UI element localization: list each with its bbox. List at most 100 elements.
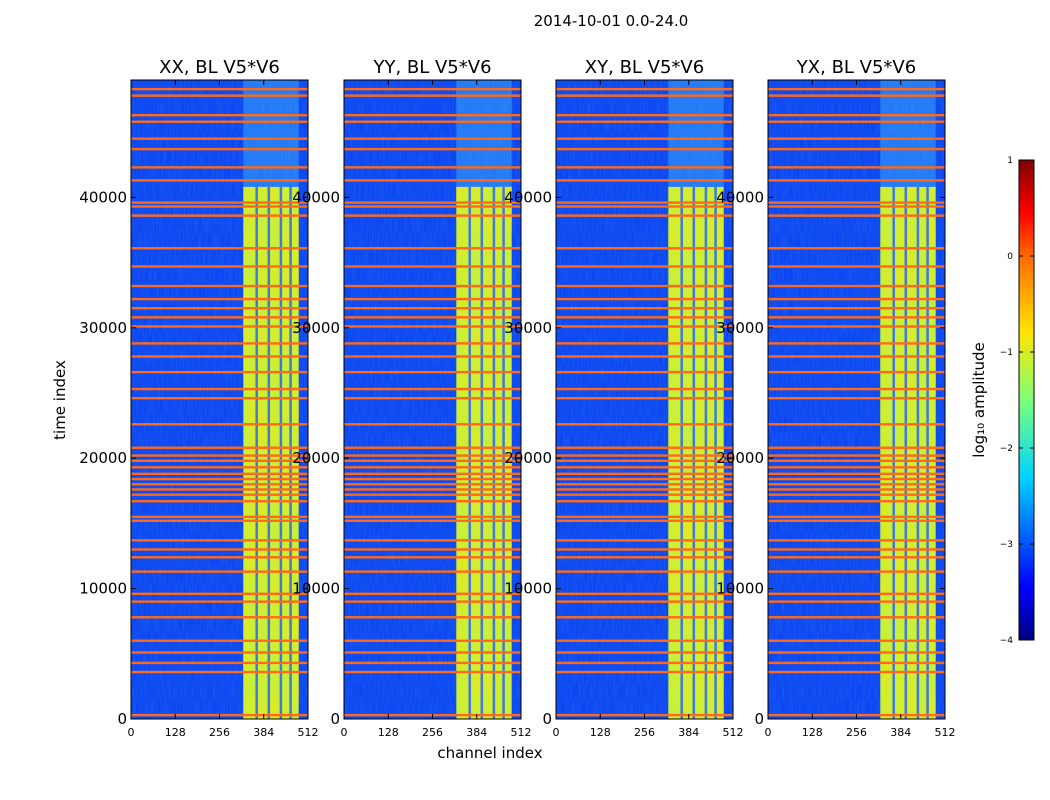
- flag-row: [131, 556, 308, 559]
- flag-row: [556, 396, 733, 400]
- flag-row: [556, 120, 733, 123]
- flag-row: [131, 454, 308, 457]
- band-gap: [704, 186, 708, 719]
- band-gap: [279, 186, 283, 719]
- flag-row: [344, 493, 521, 496]
- flag-row: [556, 454, 733, 457]
- flag-row: [131, 639, 308, 642]
- band-upper: [880, 80, 936, 187]
- colorbar-label: log₁₀ amplitude: [970, 342, 988, 457]
- flag-row: [768, 500, 945, 503]
- flag-row: [131, 355, 308, 358]
- y-tick-label: 10000: [292, 580, 340, 598]
- colorbar-ticks: 1 0 −1 −2 −3 −4: [1000, 156, 1034, 646]
- flag-row: [344, 472, 521, 476]
- flag-row: [131, 342, 308, 345]
- flag-row: [344, 137, 521, 140]
- flag-row: [768, 639, 945, 642]
- panel-title: XY, BL V5*V6: [585, 57, 704, 78]
- flag-row: [556, 179, 733, 182]
- flag-row: [768, 661, 945, 665]
- flag-row: [344, 396, 521, 400]
- y-tick-label: 30000: [79, 319, 127, 337]
- flag-row: [131, 616, 308, 619]
- flag-row: [344, 600, 521, 603]
- band-gap: [692, 186, 696, 719]
- flag-row: [556, 166, 733, 169]
- flag-row: [131, 539, 308, 542]
- flag-row: [344, 616, 521, 619]
- x-tick-label: 512: [723, 726, 744, 739]
- flag-row: [131, 284, 308, 288]
- flag-row: [344, 179, 521, 182]
- flag-row: [131, 114, 308, 117]
- x-tick-label: 128: [590, 726, 611, 739]
- flag-row: [556, 205, 733, 208]
- flag-row: [344, 651, 521, 654]
- flag-row: [131, 493, 308, 496]
- flag-row: [344, 639, 521, 642]
- flag-row: [344, 284, 521, 288]
- y-tick-label: 30000: [716, 319, 764, 337]
- x-tick-label: 512: [511, 726, 532, 739]
- flag-row: [556, 214, 733, 217]
- flag-row: [344, 342, 521, 345]
- y-tick-label: 30000: [504, 319, 552, 337]
- colorbar: 1 0 −1 −2 −3 −4 log₁₀ amplitude: [970, 156, 1035, 646]
- flag-row: [131, 265, 308, 268]
- flag-row: [768, 466, 945, 469]
- flag-row: [556, 483, 733, 486]
- flag-row: [768, 94, 945, 97]
- y-tick-label: 20000: [79, 449, 127, 467]
- flag-row: [344, 325, 521, 328]
- flag-row: [344, 316, 521, 319]
- flag-row: [131, 214, 308, 217]
- flag-row: [556, 651, 733, 654]
- panel-4: 0 128 256 384 512 0 10000 20000 30000 40000 YX, BL…: [716, 57, 955, 739]
- flag-row: [131, 297, 308, 301]
- colorbar-tick-label: 1: [1007, 156, 1013, 166]
- flag-row: [768, 493, 945, 496]
- y-tick-label: 30000: [292, 319, 340, 337]
- band-gap: [492, 186, 496, 719]
- flag-row: [131, 120, 308, 123]
- panel-title: YY, BL V5*V6: [372, 57, 491, 78]
- band-gap: [480, 186, 484, 719]
- x-tick-label: 384: [678, 726, 699, 739]
- flag-row: [768, 387, 945, 391]
- x-tick-label: 0: [128, 726, 135, 739]
- flag-row: [344, 500, 521, 503]
- flag-row: [556, 94, 733, 97]
- flag-row: [556, 265, 733, 268]
- flag-row: [768, 201, 945, 204]
- panel-1: 0 128 256 384 512 0 10000 20000 30000 40000 XX, BL…: [79, 57, 318, 739]
- y-tick-label: 20000: [292, 449, 340, 467]
- flag-row: [768, 87, 945, 91]
- x-tick-label: 384: [890, 726, 911, 739]
- flag-row: [768, 488, 945, 491]
- flag-row: [768, 600, 945, 603]
- flag-row: [768, 539, 945, 542]
- flag-row: [768, 519, 945, 522]
- band-gap: [255, 186, 258, 719]
- flag-row: [768, 570, 945, 573]
- band-gap: [916, 186, 920, 719]
- band-gap: [468, 186, 471, 719]
- flag-row: [556, 355, 733, 358]
- flag-row: [768, 265, 945, 268]
- flag-row: [556, 114, 733, 117]
- flag-row: [556, 661, 733, 665]
- flag-row: [131, 179, 308, 182]
- flag-row: [768, 114, 945, 117]
- flag-row: [556, 515, 733, 519]
- flag-row: [768, 147, 945, 151]
- flag-row: [556, 87, 733, 91]
- flag-row: [768, 166, 945, 169]
- x-tick-label: 0: [765, 726, 772, 739]
- flag-row: [556, 459, 733, 462]
- flag-row: [768, 454, 945, 457]
- flag-row: [768, 592, 945, 596]
- flag-row: [131, 137, 308, 140]
- flag-row: [344, 515, 521, 519]
- y-tick-label: 20000: [504, 449, 552, 467]
